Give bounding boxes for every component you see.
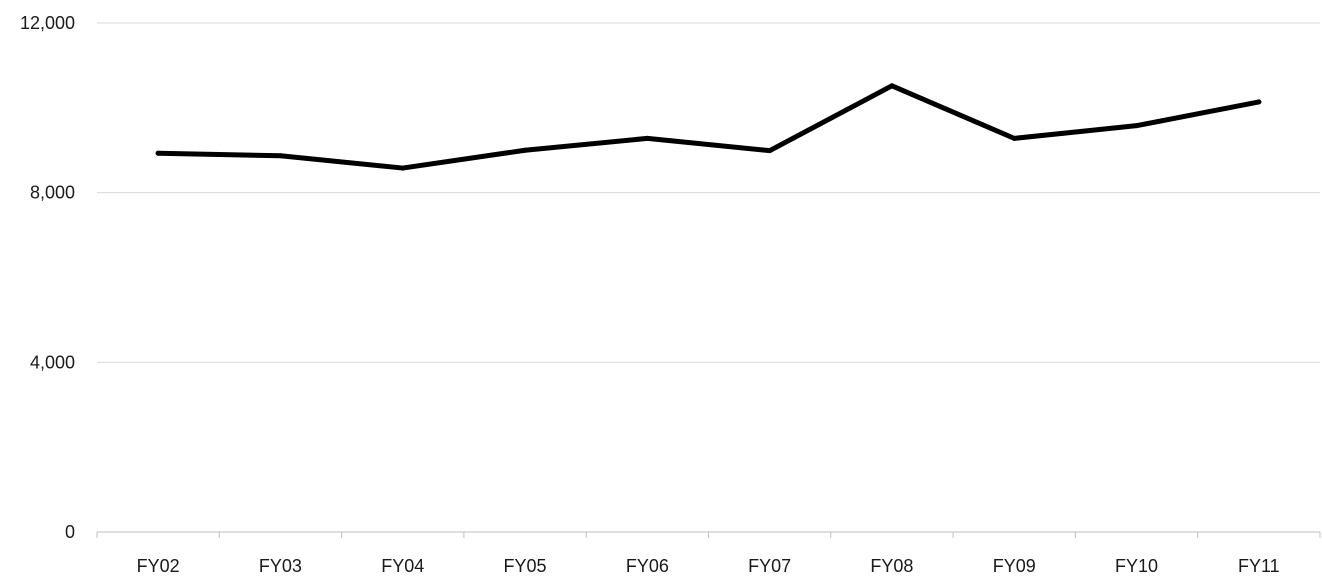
x-tick-label: FY09 xyxy=(993,556,1036,576)
x-tick-label: FY04 xyxy=(381,556,424,576)
gridlines xyxy=(97,22,1320,363)
data-point xyxy=(1134,123,1140,129)
y-axis-tick-labels: 0 4,000 8,000 12,000 xyxy=(20,13,75,542)
data-point xyxy=(522,147,528,153)
x-tick-label: FY11 xyxy=(1238,556,1280,576)
x-tick-label: FY08 xyxy=(870,556,913,576)
x-axis-tick-labels: FY02 FY03 FY04 FY05 FY06 FY07 FY08 FY09 FY10 FY11 xyxy=(137,556,1280,576)
y-tick-label: 0 xyxy=(65,522,75,542)
y-tick-label: 4,000 xyxy=(30,352,75,372)
series-line xyxy=(155,83,1262,171)
x-tick-label: FY10 xyxy=(1115,556,1158,576)
data-point xyxy=(767,148,773,154)
x-tick-label: FY07 xyxy=(748,556,791,576)
x-tick-label: FY05 xyxy=(504,556,547,576)
data-point xyxy=(1011,135,1017,141)
data-point xyxy=(1256,99,1262,105)
data-point xyxy=(277,153,283,159)
x-tick-label: FY02 xyxy=(137,556,180,576)
data-point xyxy=(400,165,406,171)
x-tick-label: FY06 xyxy=(626,556,669,576)
y-tick-label: 8,000 xyxy=(30,183,75,203)
data-point xyxy=(889,83,895,89)
x-axis xyxy=(96,531,1321,538)
data-point xyxy=(644,135,650,141)
data-point xyxy=(155,150,161,156)
x-tick-label: FY03 xyxy=(259,556,302,576)
y-tick-label: 12,000 xyxy=(20,13,75,33)
series-lines xyxy=(155,83,1262,171)
